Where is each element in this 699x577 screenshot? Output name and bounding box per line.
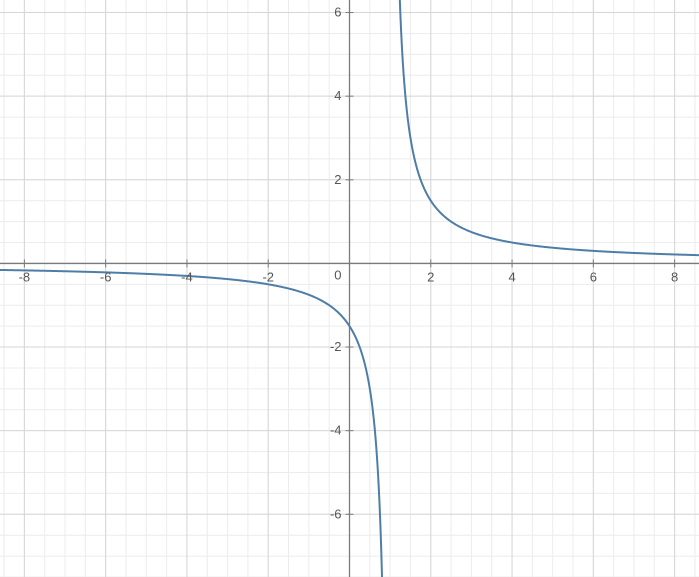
tick-label: -8 — [19, 269, 31, 284]
tick-label: 2 — [427, 269, 434, 284]
tick-label: 6 — [334, 5, 341, 20]
plot-svg: -8 -6 -4 -2 2 4 6 8 -6 -4 -2 2 4 6 0 — [0, 0, 699, 577]
tick-label: -2 — [262, 269, 274, 284]
tick-label: 4 — [334, 88, 341, 103]
tick-label: 4 — [508, 269, 515, 284]
tick-label: 6 — [590, 269, 597, 284]
graph-plot: -8 -6 -4 -2 2 4 6 8 -6 -4 -2 2 4 6 0 — [0, 0, 699, 577]
tick-label: -6 — [100, 269, 112, 284]
tick-label: 8 — [671, 269, 678, 284]
tick-label: -4 — [330, 423, 342, 438]
tick-label: -2 — [330, 339, 342, 354]
tick-label: -6 — [330, 506, 342, 521]
tick-label: -4 — [181, 269, 193, 284]
tick-label: 0 — [334, 267, 341, 282]
tick-label: 2 — [334, 172, 341, 187]
